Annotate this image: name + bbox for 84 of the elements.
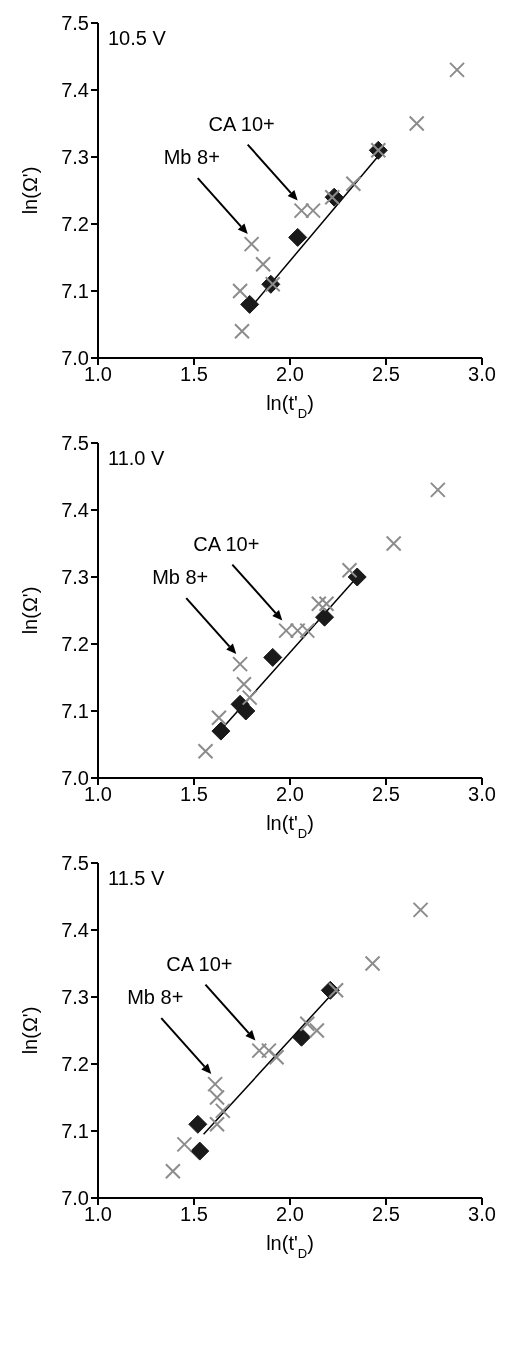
y-tick-label: 7.1	[61, 700, 89, 723]
annotation: Mb 8+	[127, 986, 184, 1009]
point	[190, 1141, 210, 1161]
point	[315, 607, 335, 627]
y-axis-title: ln(Ω')	[19, 166, 42, 215]
y-tick-label: 7.2	[61, 633, 89, 656]
x-axis-title: ln(t'$_{D}$)	[266, 1232, 314, 1261]
point	[345, 175, 362, 192]
x-tick-label: 2.5	[372, 783, 400, 806]
point	[209, 1116, 226, 1133]
x-tick-label: 2.0	[276, 783, 304, 806]
point	[341, 562, 358, 579]
chart-title: 10.5 V	[108, 27, 167, 49]
chart-title: 11.0 V	[108, 447, 165, 469]
chart-title: 11.5 V	[108, 867, 165, 889]
point	[449, 61, 466, 78]
point	[234, 323, 250, 340]
point	[308, 1022, 325, 1039]
x-tick-label: 2.0	[276, 363, 304, 386]
point	[240, 294, 260, 314]
y-tick-label: 7.3	[61, 146, 89, 169]
point	[255, 256, 272, 273]
y-tick-label: 7.2	[61, 1053, 89, 1076]
x-tick-label: 2.5	[372, 363, 400, 386]
x-axis-title: ln(t'$_{D}$)	[266, 392, 314, 421]
x-tick-label: 1.5	[180, 783, 208, 806]
y-tick-label: 7.5	[61, 12, 89, 35]
y-tick-label: 7.4	[61, 499, 89, 522]
point	[251, 1042, 268, 1059]
y-tick-label: 7.3	[61, 986, 89, 1009]
point	[288, 227, 308, 247]
y-tick-label: 7.3	[61, 566, 89, 589]
point	[188, 1114, 208, 1134]
y-tick-label: 7.1	[61, 1120, 89, 1143]
point	[299, 1015, 316, 1032]
x-tick-label: 1.5	[180, 363, 208, 386]
x-axis-title: ln(t'$_{D}$)	[266, 812, 314, 841]
point	[211, 721, 231, 741]
x-tick-label: 3.0	[468, 783, 496, 806]
point	[209, 1089, 226, 1106]
point	[299, 622, 316, 639]
point	[263, 647, 283, 667]
point	[328, 982, 345, 999]
point	[207, 1076, 224, 1093]
x-tick-label: 3.0	[468, 1203, 496, 1226]
point	[347, 567, 367, 587]
point	[243, 236, 260, 253]
point	[214, 1102, 231, 1119]
point	[292, 1027, 312, 1047]
point	[408, 115, 425, 132]
y-axis-title: ln(Ω')	[19, 1006, 42, 1055]
annotation: CA 10+	[193, 532, 260, 555]
annotation: Mb 8+	[163, 146, 220, 169]
point	[268, 1049, 285, 1066]
point	[241, 689, 258, 706]
point	[197, 743, 214, 760]
point	[260, 1042, 277, 1059]
point	[232, 283, 249, 299]
x-tick-label: 3.0	[468, 363, 496, 386]
y-tick-label: 7.5	[61, 852, 89, 875]
annotation: CA 10+	[208, 112, 275, 135]
point	[364, 955, 381, 972]
point	[210, 709, 227, 726]
point	[176, 1136, 193, 1153]
point	[385, 535, 402, 552]
point	[310, 595, 327, 612]
y-tick-label: 7.4	[61, 79, 89, 102]
point	[236, 701, 256, 721]
point	[235, 676, 252, 693]
y-tick-label: 7.1	[61, 280, 89, 303]
point	[232, 656, 249, 673]
point	[429, 481, 446, 498]
point	[318, 595, 335, 612]
point	[412, 901, 429, 918]
y-tick-label: 7.5	[61, 432, 89, 455]
annotation: CA 10+	[166, 952, 233, 975]
y-tick-label: 7.2	[61, 213, 89, 236]
annotation: Mb 8+	[152, 566, 209, 589]
point	[164, 1163, 181, 1180]
y-axis-title: ln(Ω')	[19, 586, 42, 635]
x-tick-label: 2.5	[372, 1203, 400, 1226]
y-tick-label: 7.4	[61, 919, 89, 942]
x-tick-label: 1.5	[180, 1203, 208, 1226]
x-tick-label: 2.0	[276, 1203, 304, 1226]
